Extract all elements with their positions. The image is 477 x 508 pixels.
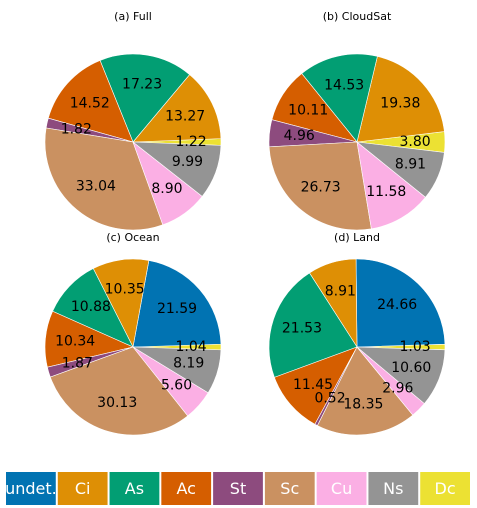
panel-title: (b) CloudSat xyxy=(323,10,392,23)
legend-label: Cu xyxy=(331,479,352,498)
slice-value-label: 3.80 xyxy=(399,134,430,150)
legend-item: Ns xyxy=(368,472,418,505)
slice-value-label: 21.59 xyxy=(157,301,197,317)
legend-item: St xyxy=(213,472,263,505)
legend-item: undet. xyxy=(5,472,57,505)
slice-value-label: 0.52 xyxy=(314,390,345,406)
legend-item: Dc xyxy=(420,472,470,505)
legend-label: As xyxy=(125,479,144,498)
slice-value-label: 10.34 xyxy=(55,334,95,350)
legend-label: St xyxy=(230,479,246,498)
slice-value-label: 14.52 xyxy=(70,95,110,111)
legend-label: undet. xyxy=(5,479,57,498)
slice-value-label: 8.19 xyxy=(173,356,204,372)
panel-title: (d) Land xyxy=(334,231,380,244)
legend-label: Ci xyxy=(75,479,91,498)
pie-panel: (d) Land1.0324.668.9121.5311.450.5218.35… xyxy=(269,231,445,435)
slice-value-label: 8.90 xyxy=(151,181,182,197)
panel-title: (c) Ocean xyxy=(106,231,159,244)
slice-value-label: 33.04 xyxy=(76,179,116,195)
legend-item: Sc xyxy=(265,472,315,505)
pie-panel: (b) CloudSat 3.80 19.38 14.53 10.11 4.96 26.73… xyxy=(269,10,445,230)
slice-value-label: 24.66 xyxy=(377,297,417,313)
legend-label: Ac xyxy=(176,479,195,498)
slice-value-label: 13.27 xyxy=(165,108,205,124)
slice-value-label: 11.58 xyxy=(366,184,406,200)
legend-item: As xyxy=(110,472,160,505)
legend-item: Cu xyxy=(317,472,367,505)
slice-value-label: 21.53 xyxy=(282,321,322,337)
slice-value-label: 1.22 xyxy=(175,134,206,150)
slice-value-label: 19.38 xyxy=(380,95,420,111)
slice-value-label: 1.03 xyxy=(399,339,430,355)
slice-value-label: 18.35 xyxy=(343,397,383,413)
slice-value-label: 10.88 xyxy=(71,299,111,315)
slice-value-label: 26.73 xyxy=(301,179,341,195)
slice-value-label: 17.23 xyxy=(122,77,162,93)
slice-value-label: 1.82 xyxy=(61,121,92,137)
slice-value-label: 10.60 xyxy=(391,360,431,376)
legend-label: Dc xyxy=(435,479,456,498)
legend-item: Ac xyxy=(161,472,211,505)
slice-value-label: 10.11 xyxy=(288,102,328,118)
slice-value-label: 14.53 xyxy=(324,77,364,93)
legend-label: Ns xyxy=(383,479,403,498)
slice-value-label: 4.96 xyxy=(284,128,315,144)
slice-value-label: 2.96 xyxy=(382,380,413,396)
legend-label: Sc xyxy=(280,479,299,498)
slice-value-label: 10.35 xyxy=(105,282,145,298)
slice-value-label: 5.60 xyxy=(161,377,192,393)
slice-value-label: 1.04 xyxy=(175,339,206,355)
slice-value-label: 1.87 xyxy=(62,356,93,372)
slice-value-label: 9.99 xyxy=(172,154,203,170)
slice-value-label: 8.91 xyxy=(325,283,356,299)
legend-item: Ci xyxy=(58,472,108,505)
legend: undet. Ci As Ac St Sc Cu Ns Dc xyxy=(5,472,470,505)
slice-value-label: 8.91 xyxy=(395,157,426,173)
panel-title: (a) Full xyxy=(114,10,152,23)
slice-value-label: 30.13 xyxy=(97,395,137,411)
